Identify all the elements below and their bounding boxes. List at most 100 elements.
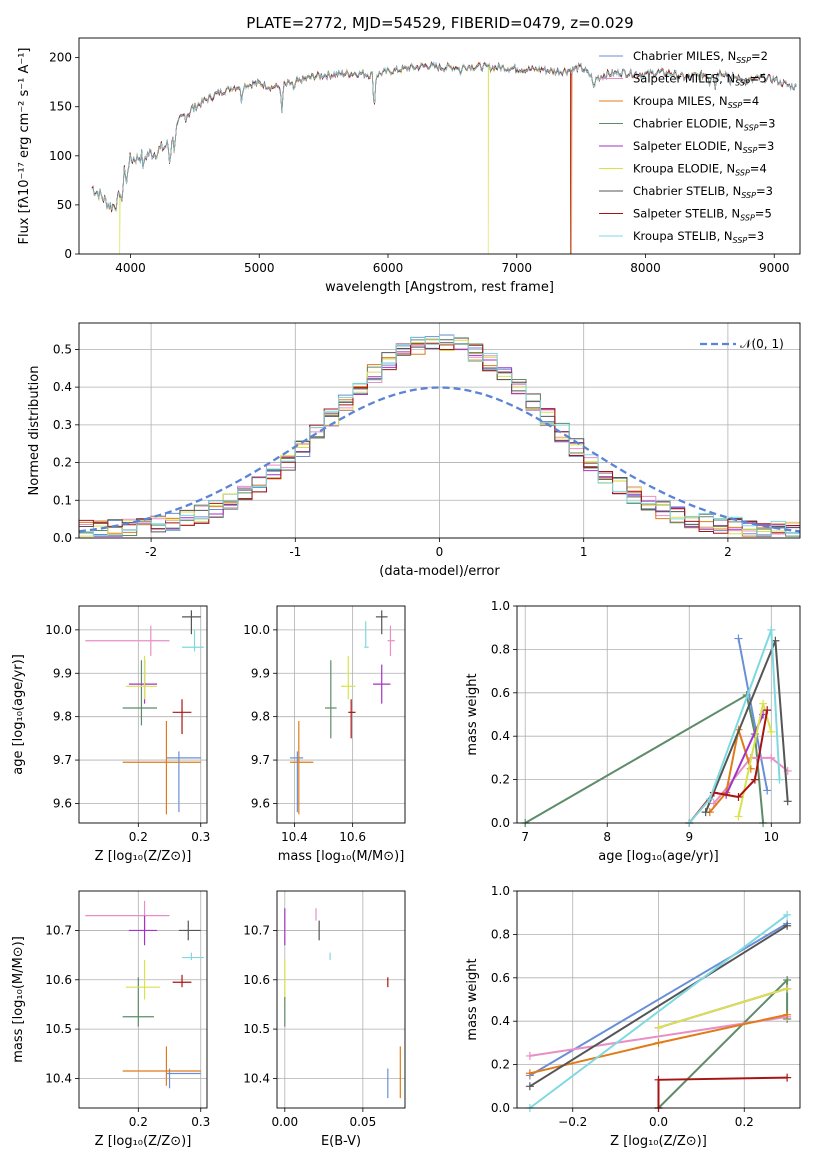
- x-tick-label: 0.2: [129, 1115, 148, 1129]
- legend-entry: 𝒩(0, 1): [740, 337, 784, 351]
- x-tick-label: 9: [685, 830, 693, 844]
- x-tick-label: 0.00: [271, 1115, 298, 1129]
- weight-marker: [763, 786, 772, 795]
- x-tick-label: 0.3: [191, 830, 210, 844]
- age-vs-mass-panel: 10.4 10.6 9.6 9.7 9.8 9.9 10.0 mass [log₁₀(M/M⊙…: [243, 605, 406, 864]
- mass-weight-vs-metallicity-panel: −0.2 0.0 0.2 0.0 0.2 0.4 0.6 0.8 1.0 Z [log₁₀(Z/Z…: [465, 884, 801, 1149]
- spectrum-line: [91, 61, 797, 255]
- weight-marker: [767, 625, 776, 634]
- y-tick-label: 10.5: [45, 1022, 72, 1036]
- x-axis-label: (data-model)/error: [379, 564, 500, 579]
- x-tick-label: 0.2: [735, 1115, 754, 1129]
- weight-line: [529, 914, 788, 1109]
- x-tick-label: 0.05: [349, 1115, 376, 1129]
- y-tick-label: 10.5: [243, 1022, 270, 1036]
- y-tick-label: 0.2: [491, 1058, 510, 1072]
- x-axis-label: age [log₁₀(age/yr)]: [598, 849, 719, 864]
- y-tick-label: 0.4: [491, 729, 510, 743]
- weight-marker: [525, 1082, 534, 1091]
- axes-frame: [78, 605, 208, 824]
- weight-marker: [783, 1010, 792, 1019]
- x-tick-label: 8: [603, 830, 611, 844]
- x-axis-label: wavelength [Angstrom, rest frame]: [325, 280, 554, 295]
- weight-marker: [767, 727, 776, 736]
- x-axis-label: Z [log₁₀(Z/Z⊙)]: [95, 1134, 192, 1149]
- weight-line: [658, 987, 788, 1029]
- y-tick-label: 0.3: [53, 418, 72, 432]
- x-axis-label: Z [log₁₀(Z/Z⊙)]: [610, 1134, 707, 1149]
- y-tick-label: 0.8: [491, 642, 510, 656]
- weight-marker: [701, 808, 710, 817]
- y-tick-label: 9.6: [53, 796, 72, 810]
- legend-entry: Chabrier ELODIE, NSSP=3: [633, 117, 775, 133]
- y-tick-label: 10.7: [243, 923, 270, 937]
- mass-vs-ebv-panel: 0.00 0.05 10.4 10.5 10.6 10.7 E(B-V): [243, 890, 406, 1149]
- weight-line: [529, 924, 788, 1088]
- x-tick-label: 10.4: [281, 830, 308, 844]
- spectrum-line: [91, 61, 797, 255]
- weight-marker: [525, 1069, 534, 1078]
- weight-line: [709, 729, 752, 813]
- y-tick-label: 9.9: [53, 666, 72, 680]
- axes-frame: [276, 890, 406, 1109]
- mass-vs-metallicity-panel: 0.2 0.3 10.4 10.5 10.6 10.7 Z [log₁₀(Z/Z⊙)] mas…: [11, 890, 210, 1149]
- spectrum-line: [91, 61, 797, 212]
- x-tick-label: 6000: [373, 261, 404, 275]
- y-tick-label: 0.6: [491, 971, 510, 985]
- residual-histogram-panel: -2 -1 0 1 2 0.0 0.1 0.2 0.3 0.4 0.5 (data-model)/er…: [27, 322, 801, 579]
- weight-marker: [705, 795, 714, 804]
- y-tick-label: 100: [49, 149, 72, 163]
- weight-marker: [783, 984, 792, 993]
- y-axis-label: mass weight: [465, 958, 480, 1040]
- weight-marker: [734, 812, 743, 821]
- y-tick-label: 0.0: [53, 531, 72, 545]
- x-tick-label: 9000: [759, 261, 790, 275]
- x-tick-label: 0.3: [191, 1115, 210, 1129]
- y-axis-label: Normed distribution: [27, 366, 42, 496]
- y-tick-label: 0.8: [491, 927, 510, 941]
- axes-frame: [516, 890, 801, 1109]
- weight-marker: [525, 1051, 534, 1060]
- x-axis-label: Z [log₁₀(Z/Z⊙)]: [95, 849, 192, 864]
- y-tick-label: 10.0: [45, 623, 72, 637]
- y-tick-label: 0.1: [53, 493, 72, 507]
- legend-entry: Chabrier MILES, NSSP=2: [633, 49, 768, 65]
- axes-frame: [78, 322, 801, 539]
- weight-marker: [783, 1073, 792, 1082]
- histogram-steps: [78, 334, 800, 538]
- y-tick-label: 0.5: [53, 342, 72, 356]
- y-tick-label: 10.4: [45, 1071, 72, 1085]
- y-axis-label: mass [log₁₀(M/M⊙)]: [11, 936, 26, 1063]
- y-tick-label: 1.0: [491, 599, 510, 613]
- y-tick-label: 50: [57, 198, 72, 212]
- weight-marker: [654, 1075, 663, 1084]
- x-tick-label: 2: [724, 545, 732, 559]
- x-axis-label: mass [log₁₀(M/M⊙)]: [278, 849, 405, 864]
- weight-line: [688, 629, 781, 824]
- y-tick-label: 200: [49, 51, 72, 65]
- weight-marker: [767, 753, 776, 762]
- legend-entry: Kroupa MILES, NSSP=4: [633, 94, 759, 110]
- y-tick-label: 10.6: [243, 973, 270, 987]
- y-tick-label: 10.6: [45, 973, 72, 987]
- x-tick-label: 7: [521, 830, 529, 844]
- y-axis-label: age [log₁₀(age/yr)]: [11, 654, 26, 775]
- y-tick-label: 0.6: [491, 686, 510, 700]
- x-tick-label: -2: [145, 545, 157, 559]
- y-tick-label: 9.6: [251, 796, 270, 810]
- legend-entry: Kroupa ELODIE, NSSP=4: [633, 162, 767, 178]
- x-axis-label: E(B-V): [321, 1134, 361, 1149]
- y-tick-label: 0: [64, 247, 72, 261]
- x-tick-label: 4000: [115, 261, 146, 275]
- x-tick-label: 8000: [630, 261, 661, 275]
- x-tick-label: 0.2: [129, 830, 148, 844]
- legend-entry: Salpeter STELIB, NSSP=5: [633, 207, 772, 223]
- y-tick-label: 9.8: [53, 710, 72, 724]
- y-tick-label: 10.0: [243, 623, 270, 637]
- weight-marker: [654, 1023, 663, 1032]
- y-axis-label: mass weight: [465, 673, 480, 755]
- y-tick-label: 9.7: [53, 753, 72, 767]
- mass-weight-vs-age-panel: 7 8 9 10 0.0 0.2 0.4 0.6 0.8 1.0 age [log₁₀(age/yr…: [465, 599, 801, 864]
- weight-marker: [783, 910, 792, 919]
- y-tick-label: 0.2: [491, 773, 510, 787]
